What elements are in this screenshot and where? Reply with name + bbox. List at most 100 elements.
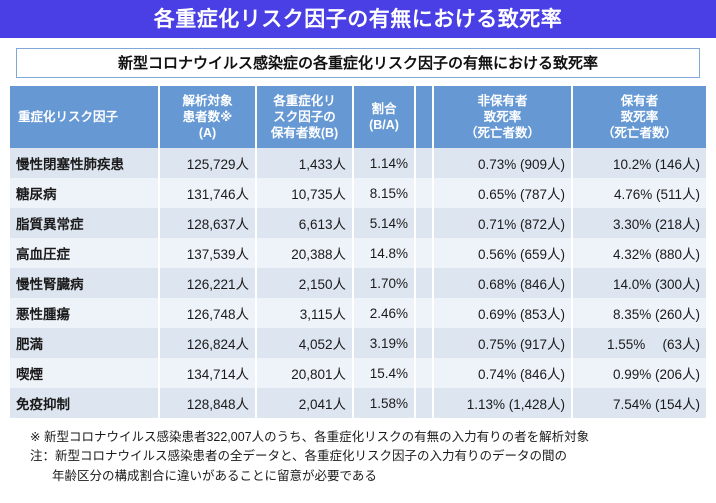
- cell-spacer: [416, 388, 434, 418]
- cell-analyzed-patients: 134,714人: [160, 358, 257, 388]
- subtitle-container: 新型コロナウイルス感染症の各重症化リスク因子の有無における致死率: [0, 38, 716, 78]
- cell-nonholder-fatality: 0.73% (909人): [434, 148, 573, 178]
- cell-ratio: 8.15%: [354, 178, 416, 208]
- footnotes: ※ 新型コロナウイルス感染患者322,007人のうち、各重症化リスクの有無の入力…: [0, 418, 716, 486]
- cell-ratio: 5.14%: [354, 208, 416, 238]
- cell-ratio: 1.70%: [354, 268, 416, 298]
- cell-risk-holders: 6,613人: [257, 208, 354, 238]
- cell-risk-factor: 悪性腫瘍: [10, 298, 160, 328]
- cell-spacer: [416, 268, 434, 298]
- table-row: 糖尿病 131,746人 10,735人 8.15% 0.65% (787人) 4.76%…: [10, 178, 706, 208]
- cell-holder-fatality: 4.76% (511人): [573, 178, 706, 208]
- table-row: 肥満 126,824人 4,052人 3.19% 0.75% (917人) 1.55% (…: [10, 328, 706, 358]
- cell-risk-holders: 2,041人: [257, 388, 354, 418]
- cell-spacer: [416, 358, 434, 388]
- cell-nonholder-fatality: 0.69% (853人): [434, 298, 573, 328]
- ratio-line2: (B/A): [369, 118, 399, 132]
- cell-ratio: 14.8%: [354, 238, 416, 268]
- nonholder-line2: 致死率: [483, 110, 522, 124]
- cell-spacer: [416, 178, 434, 208]
- holder-line1: 保有者: [620, 94, 659, 108]
- cell-risk-factor: 脂質異常症: [10, 208, 160, 238]
- cell-risk-holders: 10,735人: [257, 178, 354, 208]
- cell-risk-holders: 1,433人: [257, 148, 354, 178]
- cell-ratio: 15.4%: [354, 358, 416, 388]
- subtitle-box: 新型コロナウイルス感染症の各重症化リスク因子の有無における致死率: [16, 48, 700, 78]
- cell-nonholder-fatality: 0.56% (659人): [434, 238, 573, 268]
- footnote-note-line2: 年齢区分の構成割合に違いがあることに留意が必要である: [52, 468, 377, 483]
- column-header-ratio: 割合 (B/A): [354, 86, 416, 148]
- footnote-asterisk: ※ 新型コロナウイルス感染患者322,007人のうち、各重症化リスクの有無の入力…: [30, 430, 590, 444]
- table-body: 慢性閉塞性肺疾患 125,729人 1,433人 1.14% 0.73% (909人) 1…: [10, 148, 706, 418]
- table-container: 重症化リスク因子 解析対象 患者数※ (A) 各重症化リ スク因子の 保有者数(…: [0, 78, 716, 418]
- cell-analyzed-patients: 125,729人: [160, 148, 257, 178]
- cell-analyzed-patients: 126,221人: [160, 268, 257, 298]
- cell-risk-holders: 3,115人: [257, 298, 354, 328]
- analyzed-line3: (A): [198, 126, 217, 140]
- cell-holder-fatality: 4.32% (880人): [573, 238, 706, 268]
- nonholder-line1: 非保有者: [477, 94, 528, 108]
- table-row: 慢性閉塞性肺疾患 125,729人 1,433人 1.14% 0.73% (909人) 1…: [10, 148, 706, 178]
- cell-risk-factor: 高血圧症: [10, 238, 160, 268]
- table-header-row: 重症化リスク因子 解析対象 患者数※ (A) 各重症化リ スク因子の 保有者数(…: [10, 86, 706, 148]
- cell-spacer: [416, 148, 434, 178]
- column-header-analyzed-patients: 解析対象 患者数※ (A): [160, 86, 257, 148]
- cell-analyzed-patients: 137,539人: [160, 238, 257, 268]
- table-row: 悪性腫瘍 126,748人 3,115人 2.46% 0.69% (853人) 8.35%…: [10, 298, 706, 328]
- table-header: 重症化リスク因子 解析対象 患者数※ (A) 各重症化リ スク因子の 保有者数(…: [10, 86, 706, 148]
- holders-line3: 保有者数(B): [270, 126, 339, 140]
- cell-risk-factor: 免疫抑制: [10, 388, 160, 418]
- holders-line2: スク因子の: [273, 110, 336, 124]
- nonholder-line3: （死亡者数）: [464, 126, 540, 140]
- cell-risk-holders: 2,150人: [257, 268, 354, 298]
- holder-line3: （死亡者数）: [601, 126, 677, 140]
- holder-line2: 致死率: [620, 110, 659, 124]
- cell-spacer: [416, 238, 434, 268]
- column-header-risk-factor: 重症化リスク因子: [10, 86, 160, 148]
- cell-analyzed-patients: 126,824人: [160, 328, 257, 358]
- column-header-holder-fatality: 保有者 致死率 （死亡者数）: [573, 86, 706, 148]
- cell-risk-holders: 20,801人: [257, 358, 354, 388]
- cell-nonholder-fatality: 0.74% (846人): [434, 358, 573, 388]
- cell-spacer: [416, 328, 434, 358]
- table-row: 脂質異常症 128,637人 6,613人 5.14% 0.71% (872人) 3.30…: [10, 208, 706, 238]
- cell-analyzed-patients: 128,637人: [160, 208, 257, 238]
- cell-nonholder-fatality: 0.65% (787人): [434, 178, 573, 208]
- cell-spacer: [416, 208, 434, 238]
- cell-nonholder-fatality: 0.75% (917人): [434, 328, 573, 358]
- cell-analyzed-patients: 131,746人: [160, 178, 257, 208]
- table-row: 免疫抑制 128,848人 2,041人 1.58% 1.13% (1,428人) 7.5…: [10, 388, 706, 418]
- cell-holder-fatality: 14.0% (300人): [573, 268, 706, 298]
- column-header-risk-holders: 各重症化リ スク因子の 保有者数(B): [257, 86, 354, 148]
- column-header-risk-factor-label: 重症化リスク因子: [18, 110, 119, 124]
- column-header-nonholder-fatality: 非保有者 致死率 （死亡者数）: [434, 86, 573, 148]
- cell-risk-factor: 糖尿病: [10, 178, 160, 208]
- cell-risk-holders: 4,052人: [257, 328, 354, 358]
- subtitle-text: 新型コロナウイルス感染症の各重症化リスク因子の有無における致死率: [117, 54, 598, 72]
- cell-holder-fatality: 1.55% (63人): [573, 328, 706, 358]
- cell-nonholder-fatality: 0.68% (846人): [434, 268, 573, 298]
- risk-factor-fatality-table: 重症化リスク因子 解析対象 患者数※ (A) 各重症化リ スク因子の 保有者数(…: [10, 86, 706, 418]
- cell-holder-fatality: 10.2% (146人): [573, 148, 706, 178]
- cell-holder-fatality: 0.99% (206人): [573, 358, 706, 388]
- page-title-bar: 各重症化リスク因子の有無における致死率: [0, 0, 716, 38]
- table-row: 慢性腎臓病 126,221人 2,150人 1.70% 0.68% (846人) 14.0…: [10, 268, 706, 298]
- cell-risk-factor: 慢性閉塞性肺疾患: [10, 148, 160, 178]
- analyzed-line1: 解析対象: [182, 94, 233, 108]
- cell-nonholder-fatality: 1.13% (1,428人): [434, 388, 573, 418]
- cell-spacer: [416, 298, 434, 328]
- cell-ratio: 3.19%: [354, 328, 416, 358]
- cell-risk-factor: 喫煙: [10, 358, 160, 388]
- table-row: 高血圧症 137,539人 20,388人 14.8% 0.56% (659人) 4.32…: [10, 238, 706, 268]
- cell-holder-fatality: 8.35% (260人): [573, 298, 706, 328]
- page-title: 各重症化リスク因子の有無における致死率: [153, 7, 563, 31]
- analyzed-line2: 患者数※: [182, 110, 233, 124]
- ratio-line1: 割合: [371, 102, 397, 116]
- cell-holder-fatality: 3.30% (218人): [573, 208, 706, 238]
- footnote-note-line1: 注：新型コロナウイルス感染患者の全データと、各重症化リスク因子の入力有りのデータ…: [30, 449, 568, 464]
- cell-nonholder-fatality: 0.71% (872人): [434, 208, 573, 238]
- column-header-spacer: [416, 86, 434, 148]
- cell-ratio: 1.14%: [354, 148, 416, 178]
- table-row: 喫煙 134,714人 20,801人 15.4% 0.74% (846人) 0.99% …: [10, 358, 706, 388]
- cell-holder-fatality: 7.54% (154人): [573, 388, 706, 418]
